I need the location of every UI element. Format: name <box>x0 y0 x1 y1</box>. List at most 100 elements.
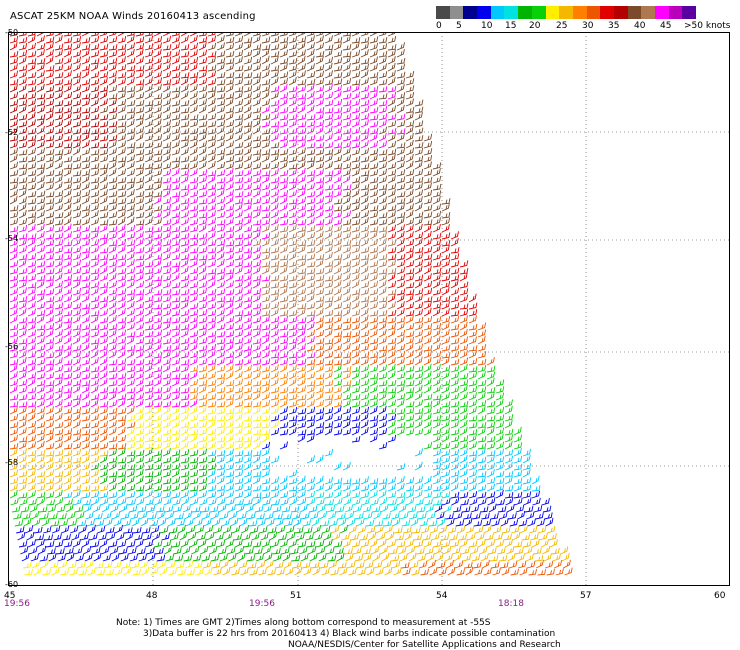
wind-barb <box>198 57 208 65</box>
wind-barb <box>63 468 72 478</box>
wind-barb <box>144 392 154 401</box>
wind-barb <box>180 274 190 282</box>
wind-barb <box>36 167 45 177</box>
wind-barb <box>171 176 181 184</box>
wind-barb <box>288 420 297 429</box>
wind-barb <box>54 174 63 184</box>
wind-barb <box>315 413 324 422</box>
wind-barb <box>378 113 388 121</box>
wind-barb <box>324 316 334 324</box>
wind-barb <box>27 260 37 268</box>
wind-barb <box>342 406 352 415</box>
wind-barb <box>353 504 363 513</box>
wind-barb <box>342 140 352 149</box>
wind-barb <box>27 155 37 163</box>
wind-barb <box>468 462 478 471</box>
wind-barb <box>369 127 379 135</box>
wind-barb <box>396 237 405 247</box>
wind-barb <box>333 352 343 359</box>
wind-barb <box>387 392 396 401</box>
wind-barb <box>9 260 19 268</box>
wind-barb <box>234 287 243 296</box>
wind-barb <box>270 91 279 100</box>
wind-barb <box>162 35 172 44</box>
wind-barb <box>198 91 208 100</box>
wind-barb <box>248 562 257 569</box>
wind-barb <box>117 540 127 548</box>
wind-barb <box>333 133 343 142</box>
wind-barb <box>405 106 415 114</box>
wind-barb <box>374 520 384 527</box>
wind-barb <box>171 357 181 366</box>
wind-barb <box>110 546 119 555</box>
wind-barb <box>297 140 306 149</box>
wind-barb <box>65 547 74 555</box>
wind-barb <box>378 50 388 58</box>
wind-barb <box>189 398 198 408</box>
wind-barb <box>117 77 127 86</box>
wind-barb <box>9 456 19 464</box>
wind-barb <box>198 448 208 457</box>
wind-barb <box>387 210 396 219</box>
wind-barb <box>63 372 73 380</box>
wind-barb <box>162 363 171 373</box>
wind-barb <box>522 463 532 471</box>
wind-barb <box>189 288 199 296</box>
wind-barb <box>333 78 343 86</box>
wind-barb <box>267 568 276 576</box>
wind-barb <box>315 161 325 170</box>
wind-barb <box>180 433 189 443</box>
wind-barb <box>162 357 172 366</box>
wind-barb <box>297 63 306 72</box>
wind-barb <box>270 176 280 184</box>
wind-barb <box>90 448 100 457</box>
wind-barb <box>450 337 460 345</box>
wind-barb <box>349 524 357 534</box>
wind-barb <box>324 275 334 282</box>
wind-barb <box>171 91 181 100</box>
wind-barb <box>297 84 307 93</box>
wind-barb <box>125 531 134 541</box>
wind-barb <box>333 400 343 408</box>
wind-barb <box>18 350 27 359</box>
wind-barb <box>324 260 334 268</box>
wind-barb <box>288 135 298 142</box>
wind-barb <box>108 448 118 457</box>
wind-barb <box>81 120 91 128</box>
wind-barb <box>342 92 352 100</box>
wind-barb <box>342 317 352 324</box>
wind-barb <box>243 322 252 331</box>
wind-barb <box>234 162 244 170</box>
wind-barb <box>227 504 236 513</box>
wind-barb <box>414 413 423 422</box>
wind-barb <box>405 182 414 191</box>
wind-barb <box>387 56 396 65</box>
wind-barb <box>387 162 397 170</box>
wind-barb <box>261 90 270 100</box>
wind-barb <box>450 435 460 443</box>
wind-barb <box>36 449 46 457</box>
wind-barb <box>180 476 190 485</box>
wind-barb <box>279 120 289 128</box>
wind-barb <box>244 498 253 506</box>
wind-barb <box>225 217 234 226</box>
wind-barb <box>477 391 486 401</box>
wind-barb <box>545 560 554 569</box>
wind-barb <box>377 532 386 541</box>
wind-barb <box>342 63 351 72</box>
wind-barb <box>261 197 271 205</box>
wind-barb <box>441 336 451 345</box>
wind-barb <box>315 287 325 296</box>
wind-barb <box>506 503 515 513</box>
wind-barb <box>468 540 478 548</box>
wind-barb <box>279 386 289 394</box>
wind-barb <box>198 154 207 163</box>
wind-barb <box>297 230 306 240</box>
wind-barb <box>351 134 361 142</box>
wind-barb <box>153 266 163 275</box>
wind-barb <box>432 183 442 191</box>
wind-barb <box>378 442 388 450</box>
wind-barb <box>279 49 289 58</box>
wind-barb <box>9 394 19 401</box>
wind-barb <box>171 455 180 464</box>
